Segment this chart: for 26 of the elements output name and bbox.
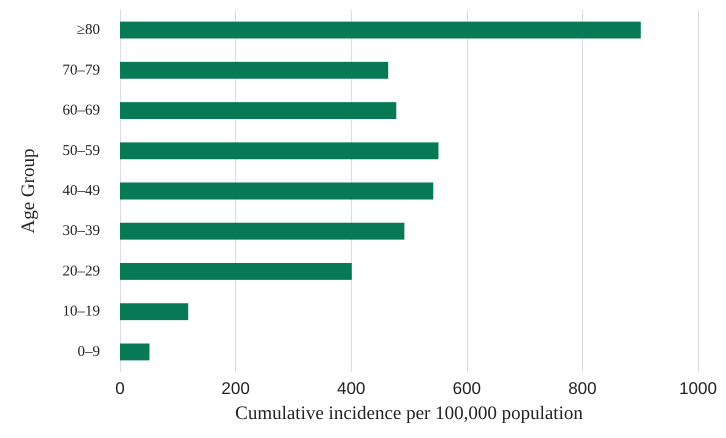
y-tick-label: 70–79 (62, 62, 100, 78)
bar (120, 303, 188, 320)
x-tick-label: 200 (221, 379, 250, 398)
x-tick-label: 400 (337, 379, 366, 398)
y-tick-label: 50–59 (62, 142, 100, 159)
y-tick-label: 60–69 (62, 102, 100, 119)
x-axis-title: Cumulative incidence per 100,000 population (235, 403, 584, 424)
x-tick-label: 800 (568, 379, 597, 398)
x-tick-label: 600 (452, 379, 481, 398)
bar (120, 182, 434, 200)
bar (120, 142, 438, 160)
x-tick-label: 0 (115, 379, 125, 398)
y-tick-label: 40–49 (62, 183, 100, 199)
x-tick-label: 1000 (679, 379, 717, 398)
bar (120, 263, 352, 280)
bar (120, 102, 396, 119)
y-tick-label: ≥80 (76, 22, 100, 38)
y-tick-label: 0–9 (78, 344, 100, 360)
bar (120, 22, 641, 39)
bar (120, 222, 404, 240)
bar (120, 62, 388, 79)
bar (120, 343, 150, 360)
y-tick-label: 10–19 (62, 304, 100, 320)
y-axis-title: Age Group (18, 148, 39, 234)
y-tick-label: 30–39 (62, 223, 100, 240)
y-tick-label: 20–29 (62, 263, 100, 280)
